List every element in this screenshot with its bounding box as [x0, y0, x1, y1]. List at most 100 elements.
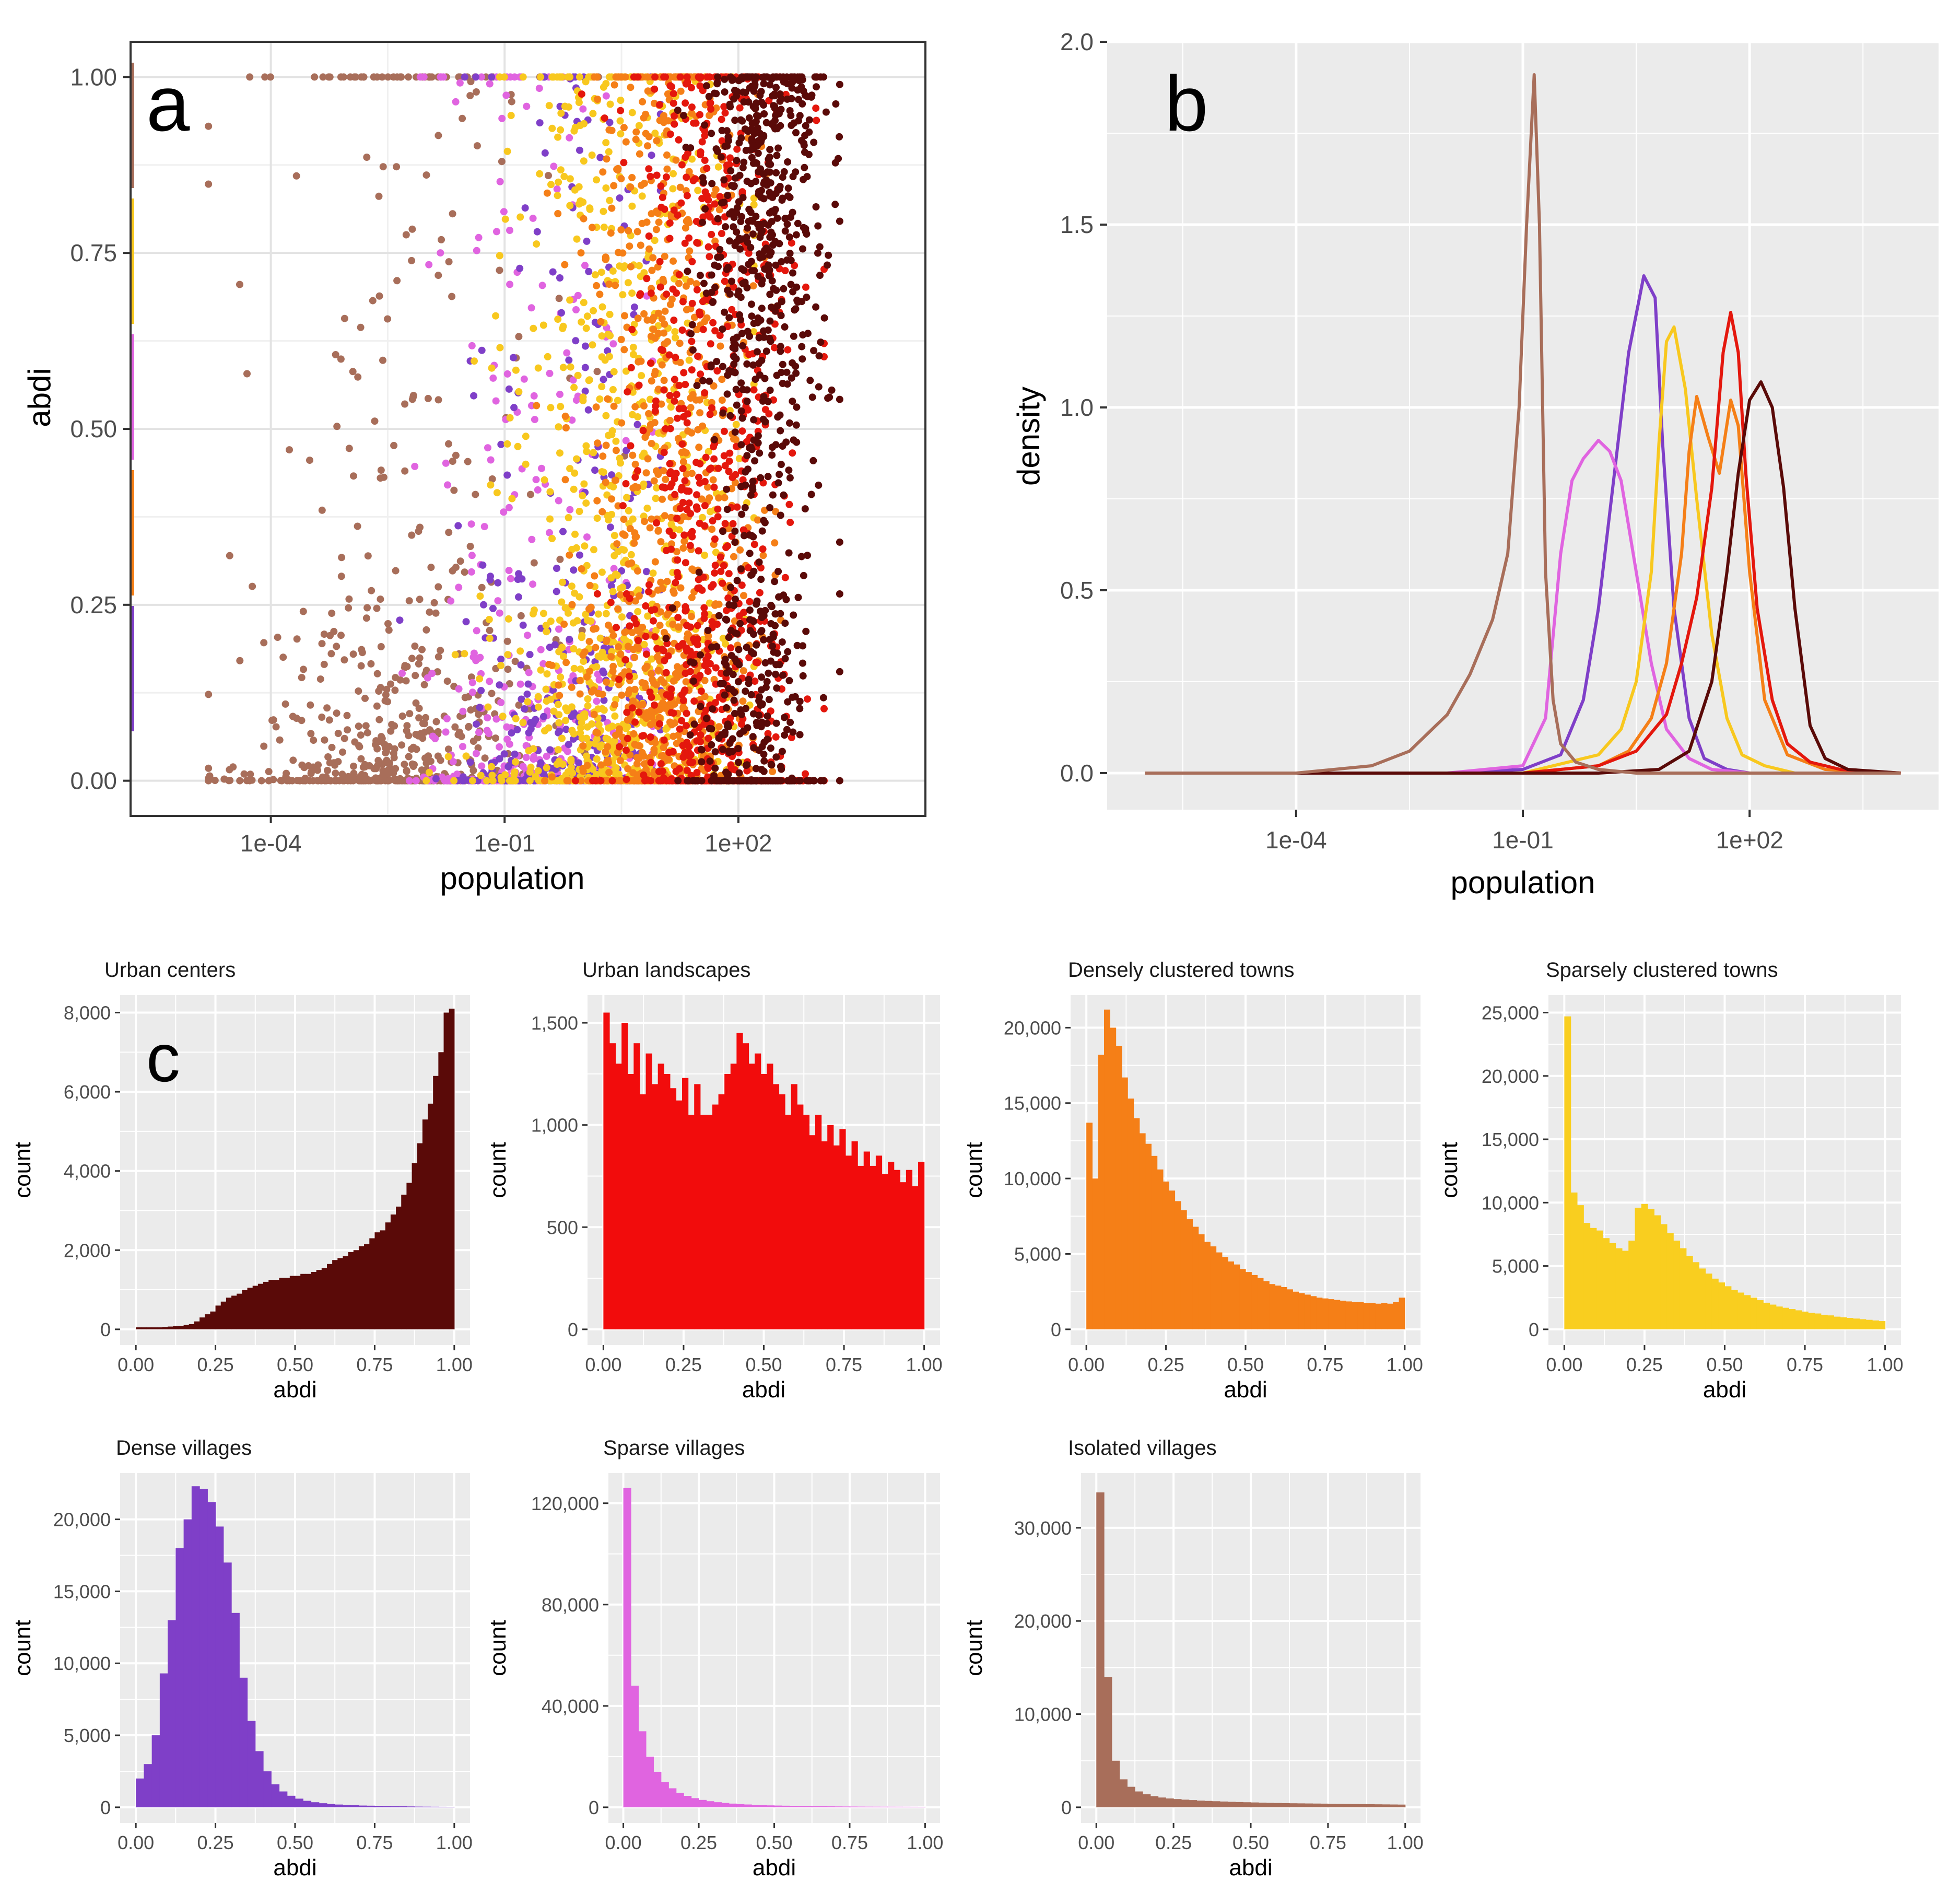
scatter-point: [378, 73, 386, 81]
scatter-point: [667, 520, 675, 528]
scatter-point: [375, 687, 383, 695]
scatter-point: [649, 569, 657, 577]
scatter-point: [390, 73, 397, 81]
scatter-point: [723, 506, 731, 513]
scatter-point: [629, 769, 637, 777]
scatter-point: [743, 398, 751, 405]
scatter-point: [556, 692, 563, 699]
scatter-point: [683, 722, 690, 730]
scatter-point: [663, 578, 671, 586]
scatter-point: [670, 170, 677, 178]
scatter-point: [812, 104, 820, 112]
scatter-point: [445, 258, 453, 266]
scatter-point: [616, 117, 624, 125]
scatter-point: [693, 491, 701, 499]
scatter-point: [629, 351, 637, 358]
scatter-point: [266, 73, 274, 81]
scatter-point: [698, 495, 706, 503]
scatter-point: [684, 267, 691, 275]
scatter-point: [708, 230, 715, 238]
scatter-point: [585, 267, 593, 275]
scatter-point: [781, 714, 788, 721]
scatter-point: [624, 723, 631, 731]
scatter-point: [669, 185, 677, 193]
scatter-point: [802, 770, 809, 778]
scatter-point: [730, 183, 738, 191]
scatter-point: [541, 476, 548, 484]
scatter-point: [780, 591, 788, 599]
scatter-point: [784, 158, 792, 166]
scatter-point: [468, 342, 476, 349]
scatter-point: [570, 645, 578, 652]
scatter-point: [527, 763, 535, 771]
scatter-point: [332, 351, 339, 358]
scatter-point: [660, 386, 668, 394]
scatter-point: [757, 723, 765, 731]
scatter-point: [596, 743, 604, 751]
scatter-point: [802, 627, 810, 635]
scatter-point: [760, 757, 768, 765]
scatter-point: [226, 777, 234, 784]
scatter-point: [470, 649, 478, 657]
scatter-point: [373, 670, 381, 678]
scatter-point: [246, 777, 254, 785]
scatter-point: [636, 291, 644, 299]
scatter-point: [812, 203, 820, 211]
scatter-point: [560, 621, 568, 628]
scatter-point: [553, 761, 561, 768]
scatter-point: [543, 764, 550, 772]
scatter-point: [459, 114, 466, 122]
scatter-point: [757, 686, 765, 694]
scatter-point: [368, 587, 375, 594]
scatter-point: [684, 78, 691, 86]
scatter-point: [298, 674, 306, 682]
scatter-point: [577, 724, 584, 732]
scatter-point: [796, 731, 804, 739]
scatter-point: [660, 329, 668, 337]
scatter-point: [629, 515, 637, 523]
scatter-point: [534, 693, 542, 700]
scatter-point: [760, 636, 768, 644]
scatter-point: [625, 661, 633, 669]
scatter-point: [281, 700, 289, 708]
scatter-point: [685, 168, 693, 176]
scatter-point: [605, 724, 613, 732]
scatter-point: [792, 129, 800, 136]
scatter-point: [573, 235, 581, 243]
scatter-point: [724, 594, 732, 602]
scatter-point: [380, 473, 388, 481]
scatter-point: [685, 499, 693, 507]
scatter-point: [645, 588, 653, 595]
scatter-point: [687, 510, 695, 518]
scatter-point: [674, 107, 682, 114]
scatter-point: [615, 643, 623, 651]
scatter-point: [719, 325, 726, 333]
scatter-point: [543, 670, 551, 678]
scatter-point: [615, 681, 623, 688]
scatter-point: [688, 470, 696, 477]
scatter-point: [581, 713, 589, 721]
scatter-point: [602, 412, 610, 419]
scatter-point: [568, 683, 576, 691]
scatter-point: [334, 758, 342, 766]
scatter-point: [621, 656, 629, 664]
scatter-point: [773, 649, 781, 657]
scatter-point: [617, 107, 625, 114]
scatter-point: [480, 523, 488, 531]
scatter-point: [731, 527, 739, 535]
scatter-point: [363, 604, 371, 612]
scatter-point: [743, 452, 751, 460]
scatter-point: [466, 92, 474, 100]
scatter-point: [645, 581, 653, 589]
scatter-point: [433, 668, 441, 676]
scatter-point: [496, 743, 503, 751]
scatter-point: [496, 252, 503, 260]
scatter-point: [658, 203, 665, 211]
scatter-point: [577, 665, 584, 673]
scatter-point: [613, 624, 620, 632]
scatter-point: [406, 710, 414, 718]
scatter-point: [620, 516, 628, 523]
scatter-point: [749, 533, 757, 541]
scatter-point: [682, 224, 689, 232]
scatter-point: [799, 672, 807, 680]
